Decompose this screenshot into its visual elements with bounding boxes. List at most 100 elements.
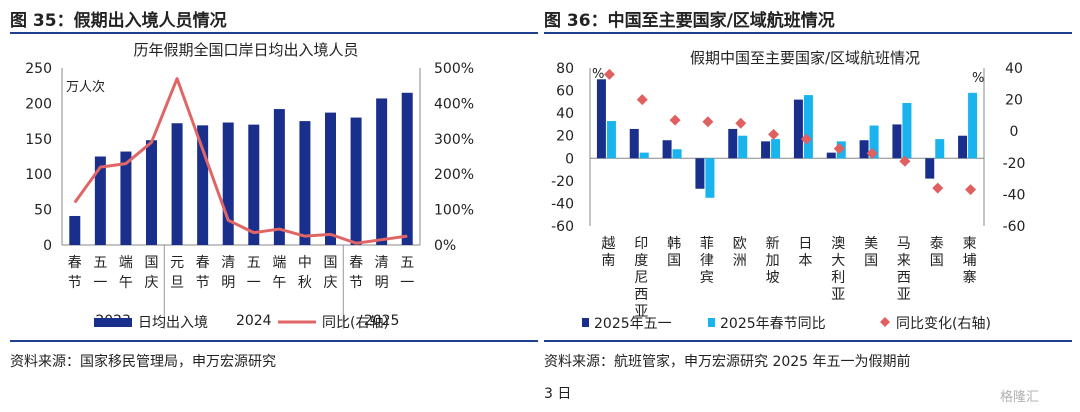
- x-tick-label: 亚: [634, 304, 648, 320]
- x-tick-label: 西: [897, 270, 911, 286]
- x-tick-label: 坡: [766, 270, 780, 286]
- marker-同比变化(右轴): [800, 133, 812, 145]
- x-tick-label: 国: [864, 253, 878, 269]
- x-tick-label: 尼: [634, 270, 648, 286]
- bar-2025年五一: [629, 128, 639, 159]
- marker-同比变化(右轴): [735, 117, 747, 129]
- x-tick-label: 清: [375, 255, 389, 271]
- x-tick-label: 寨: [963, 269, 977, 286]
- bar-2025年五一: [761, 141, 771, 159]
- marker-同比变化(右轴): [636, 94, 648, 106]
- x-tick-label: 亚: [831, 287, 845, 303]
- x-tick-label: 午: [272, 275, 286, 291]
- x-tick-label: 五: [93, 255, 107, 271]
- x-tick-label: 端: [272, 255, 286, 271]
- bar-2025年春节同比: [738, 135, 748, 159]
- y-right-tick-label: -60: [1003, 219, 1026, 235]
- x-tick-label: 泰: [930, 236, 944, 252]
- legend-swatch-bar: [94, 318, 132, 327]
- bar-日均出入境: [171, 123, 183, 245]
- line-同比(右轴): [73, 77, 408, 245]
- x-tick-label: 庆: [324, 275, 338, 291]
- x-tick-label: 本: [798, 253, 812, 269]
- bar-日均出入境: [222, 122, 234, 245]
- y-left-tick-label: 250: [25, 61, 52, 77]
- y-left-tick-label: 50: [34, 203, 52, 219]
- x-tick-label: 越: [601, 236, 615, 252]
- y-right-tick-label: -20: [1003, 156, 1026, 172]
- bar-2025年五一: [662, 140, 672, 159]
- x-tick-label: 美: [864, 236, 878, 252]
- x-tick-label: 节: [68, 275, 82, 291]
- y-left-unit: %: [592, 67, 604, 82]
- x-tick-label: 秋: [298, 275, 312, 291]
- x-tick-label: 明: [375, 275, 389, 291]
- x-tick-label: 菲: [700, 236, 714, 252]
- bar-2025年五一: [892, 124, 902, 159]
- marker-同比变化(右轴): [899, 155, 911, 167]
- figure-36-source-line2: 3 日: [544, 386, 572, 402]
- bar-日均出入境: [146, 140, 157, 245]
- y-right-unit: %: [972, 71, 984, 86]
- x-tick-label: 新: [766, 236, 780, 252]
- bar-日均出入境: [401, 92, 413, 245]
- bar-日均出入境: [376, 98, 388, 245]
- x-tick-label: 马: [897, 236, 911, 252]
- marker-同比变化(右轴): [669, 114, 681, 126]
- x-tick-label: 端: [119, 255, 133, 271]
- chart-title: 历年假期全国口岸日均出入境人员: [133, 41, 358, 59]
- bar-2025年春节同比: [705, 158, 715, 198]
- x-tick-label: 一: [400, 275, 414, 291]
- watermark-logo: 格隆汇: [1000, 390, 1040, 405]
- x-tick-label: 大: [831, 253, 845, 269]
- x-tick-label: 度: [634, 253, 648, 269]
- legend-label: 同比变化(右轴): [896, 316, 991, 332]
- y-left-tick-label: 150: [25, 132, 52, 148]
- bar-2025年春节同比: [935, 139, 945, 159]
- bar-2025年五一: [958, 135, 968, 159]
- marker-同比变化(右轴): [932, 182, 944, 194]
- x-tick-label: 西: [634, 287, 648, 303]
- y-right-tick-label: 100%: [434, 203, 474, 219]
- x-tick-label: 加: [766, 253, 780, 269]
- bar-2025年五一: [596, 79, 606, 159]
- legend-swatch-bar: [582, 318, 589, 327]
- y-right-tick-label: 20: [1005, 93, 1023, 109]
- y-right-tick-label: -40: [1003, 187, 1026, 203]
- x-tick-label: 洲: [733, 253, 747, 269]
- figure-35-source: 资料来源：国家移民管理局，申万宏源研究: [10, 354, 276, 370]
- y-left-tick-label: 40: [556, 106, 574, 122]
- bar-2025年五一: [695, 158, 705, 189]
- bottom-rule: [10, 340, 538, 342]
- right-chart: 假期中国至主要国家/区域航班情况% % -60 -40 -20 0 20 40 60 80 -60 -…: [551, 49, 1026, 332]
- legend-label: 日均出入境: [138, 315, 208, 331]
- marker-同比变化(右轴): [833, 143, 845, 155]
- x-tick-label: 中: [298, 255, 312, 271]
- y-right-tick-label: 0: [1010, 124, 1019, 140]
- x-tick-label: 南: [601, 253, 615, 269]
- y-right-tick-label: 40: [1005, 61, 1023, 77]
- x-tick-label: 午: [119, 275, 133, 291]
- x-tick-label: 春: [68, 255, 82, 271]
- x-tick-label: 来: [897, 253, 911, 269]
- x-tick-label: 春: [196, 255, 210, 271]
- figure-35-title: 图 35：假期出入境人员情况: [10, 11, 227, 31]
- x-tick-label: 节: [349, 275, 363, 291]
- top-rule: [10, 32, 538, 34]
- bar-2025年春节同比: [902, 102, 912, 159]
- x-tick-label: 韩: [667, 236, 681, 252]
- bar-日均出入境: [120, 151, 132, 245]
- bar-2025年春节同比: [869, 125, 879, 159]
- x-tick-label: 澳: [831, 236, 845, 252]
- y-left-tick-label: 100: [25, 167, 52, 183]
- marker-同比变化(右轴): [702, 116, 714, 128]
- legend-label: 2025年五一: [594, 316, 672, 332]
- y-left-tick-label: 0: [43, 238, 52, 254]
- bar-日均出入境: [248, 124, 260, 245]
- x-tick-label: 国: [324, 255, 338, 271]
- legend-swatch-marker: [880, 317, 890, 327]
- chart-title: 假期中国至主要国家/区域航班情况: [690, 49, 920, 67]
- x-tick-label: 一: [247, 275, 261, 291]
- x-tick-label: 明: [221, 275, 235, 291]
